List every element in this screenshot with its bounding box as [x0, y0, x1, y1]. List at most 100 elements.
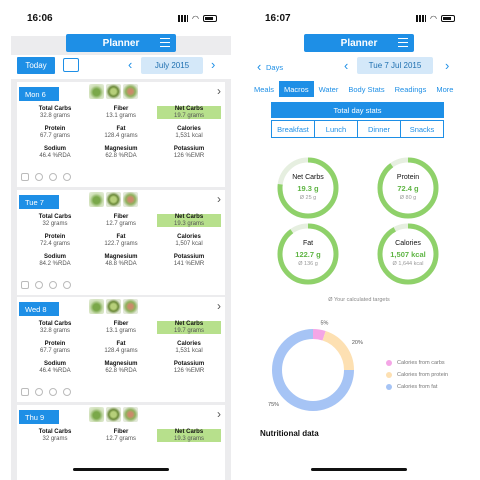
legend-item: Calories from carbs: [386, 360, 445, 366]
nutrient-label: Net Carbs: [174, 214, 204, 220]
day-card[interactable]: Tue 7 › Total Carbs 32 grams Fiber 12.7 grams…: [17, 190, 225, 295]
nutrient-label: Total Carbs: [38, 106, 72, 112]
macro-ring: Net Carbs 19.3 g Ø 25 g: [276, 156, 340, 220]
star-icon[interactable]: [49, 173, 57, 181]
tab-water[interactable]: Water: [318, 84, 339, 94]
today-button[interactable]: Today: [17, 57, 55, 74]
nav-title-bar: Planner: [304, 34, 414, 52]
donut-slice-fat: [272, 329, 354, 411]
day-card[interactable]: Wed 8 › Total Carbs 32.8 grams Fiber 13.1 gra…: [17, 297, 225, 402]
ring-progress: [277, 157, 339, 219]
comment-icon[interactable]: [63, 281, 71, 289]
meal-breakfast[interactable]: Breakfast: [272, 121, 315, 137]
nutrient-value: 62.8 %RDA: [105, 153, 137, 159]
nutrient-value: 19.7 grams: [173, 328, 204, 334]
nutrient-value: 72.4 grams: [39, 241, 70, 247]
chevron-right-icon[interactable]: ›: [217, 192, 221, 206]
tab-macros[interactable]: Macros: [279, 81, 314, 97]
nutrient-cell: Magnesium 62.8 %RDA: [89, 361, 153, 374]
signal-icon: [416, 14, 427, 22]
nutrient-cell: Magnesium 48.8 %RDA: [89, 254, 153, 267]
tab-body-stats[interactable]: Body Stats: [348, 84, 385, 94]
nutrient-cell: Calories 1,531 kcal: [157, 341, 221, 354]
ring-fill: [277, 223, 339, 285]
month-picker[interactable]: July 2015: [141, 57, 203, 74]
star-icon[interactable]: [49, 281, 57, 289]
nutrient-value: 13.1 grams: [105, 328, 136, 334]
nutrient-value: 1,531 kcal: [175, 133, 203, 139]
nutrient-cell: Magnesium 62.8 %RDA: [89, 146, 153, 159]
ring-label: Net Carbs: [292, 174, 324, 181]
menu-icon[interactable]: [398, 38, 408, 47]
nutrient-cell: Fiber 13.1 grams: [89, 321, 153, 334]
nutrient-value: 46.4 %RDA: [39, 368, 71, 374]
nutrient-label: Total Carbs: [38, 429, 72, 435]
planner-days-screen: 16:06 ◠ Planner Today ‹ July 2015 › Mon …: [11, 0, 231, 480]
tab-meals[interactable]: Meals: [254, 84, 275, 94]
copy-icon[interactable]: [21, 281, 29, 289]
ring-target: Ø 1,644 kcal: [392, 261, 424, 267]
legend-label: Calories from carbs: [397, 360, 445, 366]
nutrient-cell: Total Carbs 32.8 grams: [23, 106, 87, 119]
chevron-right-icon[interactable]: ›: [217, 299, 221, 313]
meal-lunch[interactable]: Lunch: [315, 121, 358, 137]
meal-thumbnail: [123, 192, 138, 207]
nutrient-value: 128.4 grams: [104, 133, 138, 139]
nutrient-label: Sodium: [44, 254, 66, 260]
add-icon[interactable]: [35, 388, 43, 396]
nutrient-cell: Net Carbs 19.3 grams: [157, 429, 221, 442]
page-title: Planner: [340, 37, 378, 49]
meal-dinner[interactable]: Dinner: [358, 121, 401, 137]
nutrient-label: Protein: [44, 234, 66, 240]
chevron-right-icon[interactable]: ›: [217, 407, 221, 421]
nutrient-label: Protein: [44, 341, 66, 347]
chevron-right-icon[interactable]: ›: [217, 84, 221, 98]
wifi-icon: ◠: [192, 13, 199, 23]
nutrient-label: Fiber: [113, 214, 129, 220]
back-days-link[interactable]: Days: [266, 63, 284, 72]
nutrient-cell: Total Carbs 32 grams: [23, 429, 87, 442]
copy-icon[interactable]: [21, 173, 29, 181]
basket-icon[interactable]: [63, 58, 79, 72]
meal-thumbnail: [89, 84, 104, 99]
next-month-chevron-icon[interactable]: ›: [211, 57, 216, 72]
prev-month-chevron-icon[interactable]: ‹: [128, 57, 133, 72]
legend-label: Calories from protein: [397, 372, 449, 378]
page-title: Planner: [102, 37, 140, 49]
nutrient-label: Calories: [177, 234, 201, 240]
card-actions: [21, 388, 71, 396]
back-chevron-icon[interactable]: ‹: [257, 59, 262, 74]
status-bar: 16:06 ◠: [11, 0, 231, 36]
next-day-chevron-icon[interactable]: ›: [445, 58, 450, 73]
legend-item: Calories from fat: [386, 384, 437, 390]
star-icon[interactable]: [49, 388, 57, 396]
day-card[interactable]: Mon 6 › Total Carbs 32.8 grams Fiber 13.1 gra…: [17, 82, 225, 187]
nutrient-value: 1,507 kcal: [175, 241, 203, 247]
tab-more[interactable]: More: [436, 84, 454, 94]
meal-thumbnail: [106, 407, 121, 422]
copy-icon[interactable]: [21, 388, 29, 396]
status-icons: ◠: [416, 14, 455, 23]
ring-target: Ø 25 g: [299, 195, 317, 201]
tab-readings[interactable]: Readings: [394, 84, 427, 94]
date-picker[interactable]: Tue 7 Jul 2015: [357, 57, 433, 74]
nutrient-value: 19.7 grams: [173, 113, 204, 119]
add-icon[interactable]: [35, 173, 43, 181]
menu-icon[interactable]: [160, 38, 170, 47]
nutrient-value: 67.7 grams: [39, 133, 70, 139]
add-icon[interactable]: [35, 281, 43, 289]
ring-value: 19.3 g: [297, 184, 319, 193]
meal-thumbnails: [89, 299, 138, 314]
total-day-stats-button[interactable]: Total day stats: [271, 102, 444, 118]
nutrient-cell: Potassium 141 %EMR: [157, 254, 221, 267]
nutrient-value: 12.7 grams: [105, 221, 136, 227]
home-indicator: [311, 468, 407, 471]
day-label: Tue 7: [19, 195, 59, 209]
nutrient-label: Calories: [177, 126, 201, 132]
comment-icon[interactable]: [63, 173, 71, 181]
meal-snacks[interactable]: Snacks: [409, 124, 435, 134]
day-card[interactable]: Thu 9 › Total Carbs 32 grams Fiber 12.7 grams…: [17, 405, 225, 480]
prev-day-chevron-icon[interactable]: ‹: [344, 58, 349, 73]
status-bar: 16:07 ◠: [249, 0, 469, 36]
comment-icon[interactable]: [63, 388, 71, 396]
